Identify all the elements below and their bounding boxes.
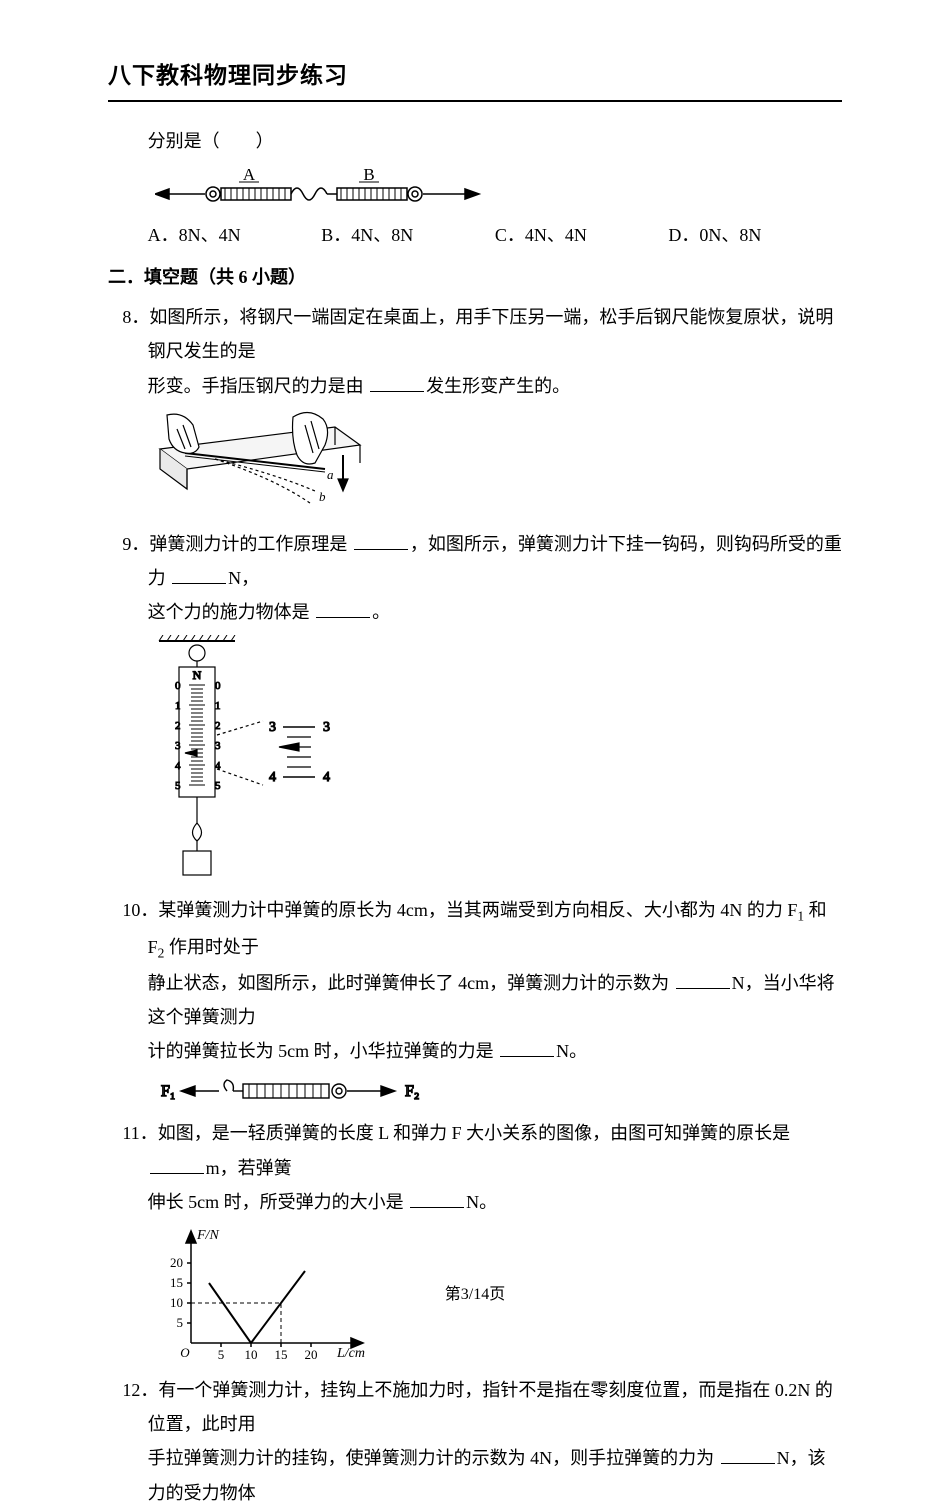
q7-line: 分别是（ ） [108, 124, 842, 158]
q9-text-a: 弹簧测力计的工作原理是 [149, 534, 352, 554]
q9-figure: N 0 0 1 1 2 2 3 3 4 4 5 5 [155, 635, 842, 885]
q7-options: A．8N、4N B．4N、8N C．4N、4N D．0N、8N [108, 218, 842, 252]
svg-text:20: 20 [170, 1255, 183, 1270]
svg-text:0: 0 [215, 680, 221, 692]
svg-text:b: b [319, 489, 326, 504]
svg-text:4: 4 [323, 770, 330, 785]
q10-text-c: 作用时处于 [164, 937, 259, 957]
svg-text:0: 0 [175, 680, 181, 692]
q11-num: 11． [122, 1123, 157, 1143]
svg-text:3: 3 [323, 720, 330, 735]
svg-text:20: 20 [304, 1347, 317, 1362]
q10-f2-label: F₂ [405, 1083, 419, 1100]
svg-text:5: 5 [218, 1347, 225, 1362]
q8-line1: 8．如图所示，将钢尺一端固定在桌面上，用手下压另一端，松手后钢尺能恢复原状，说明… [108, 300, 842, 368]
question-7-tail: 分别是（ ） [108, 124, 842, 252]
question-11: 11．如图，是一轻质弹簧的长度 L 和弹力 F 大小关系的图像，由图可知弹簧的原… [108, 1116, 842, 1365]
q9-line2: 这个力的施力物体是 。 [108, 595, 842, 629]
q12-num: 12． [122, 1380, 158, 1400]
q8-text-a: 如图所示，将钢尺一端固定在桌面上，用手下压另一端，松手后钢尺能恢复原状，说明钢尺… [148, 307, 834, 361]
blank-q9-1 [354, 532, 408, 550]
svg-text:2: 2 [215, 720, 221, 732]
svg-text:a: a [327, 467, 334, 482]
svg-text:10: 10 [244, 1347, 257, 1362]
svg-text:2: 2 [175, 720, 181, 732]
q8-num: 8． [122, 307, 149, 327]
q9-num: 9． [122, 534, 149, 554]
svg-text:5: 5 [175, 780, 181, 792]
blank-q8 [370, 374, 424, 392]
q11-line2: 伸长 5cm 时，所受弹力的大小是 N。 [108, 1185, 842, 1219]
q7-label-a: A [243, 165, 256, 184]
page-header: 八下教科物理同步练习 [108, 54, 842, 102]
page-footer: 第3/14页 [0, 1280, 950, 1310]
svg-text:O: O [180, 1345, 190, 1360]
svg-text:5: 5 [176, 1315, 183, 1330]
q7-option-b: B．4N、8N [321, 218, 495, 252]
q9-text-e: 。 [372, 602, 390, 622]
question-8: 8．如图所示，将钢尺一端固定在桌面上，用手下压另一端，松手后钢尺能恢复原状，说明… [108, 300, 842, 519]
blank-q10-1 [676, 971, 730, 989]
q10-line2: 静止状态，如图所示，此时弹簧伸长了 4cm，弹簧测力计的示数为 N，当小华将这个… [108, 966, 842, 1034]
q11-text-c: 伸长 5cm 时，所受弹力的大小是 [148, 1192, 409, 1212]
q11-line1: 11．如图，是一轻质弹簧的长度 L 和弹力 F 大小关系的图像，由图可知弹簧的原… [108, 1116, 842, 1184]
q7-option-d: D．0N、8N [668, 218, 842, 252]
section-2-title: 二．填空题（共 6 小题） [108, 260, 842, 294]
q12-text-a: 有一个弹簧测力计，挂钩上不施加力时，指针不是指在零刻度位置，而是指在 0.2N … [148, 1380, 833, 1434]
question-12: 12．有一个弹簧测力计，挂钩上不施加力时，指针不是指在零刻度位置，而是指在 0.… [108, 1373, 842, 1510]
q10-figure: F₁ [155, 1074, 842, 1108]
blank-q11-1 [150, 1156, 204, 1174]
svg-text:3: 3 [269, 720, 276, 735]
q8-figure: a b [155, 409, 842, 519]
q9-text-d: 这个力的施力物体是 [148, 602, 315, 622]
q8-text-b: 形变。手指压钢尺的力是由 [148, 376, 369, 396]
q10-line1: 10．某弹簧测力计中弹簧的原长为 4cm，当其两端受到方向相反、大小都为 4N … [108, 893, 842, 965]
q10-line3: 计的弹簧拉长为 5cm 时，小华拉弹簧的力是 N。 [108, 1034, 842, 1068]
svg-text:5: 5 [215, 780, 221, 792]
q7-label-b: B [363, 165, 374, 184]
svg-text:1: 1 [215, 700, 221, 712]
q11-text-d: N。 [466, 1192, 497, 1212]
svg-text:3: 3 [215, 740, 221, 752]
q9-line1: 9．弹簧测力计的工作原理是 ，如图所示，弹簧测力计下挂一钩码，则钩码所受的重力 … [108, 527, 842, 595]
q12-line2: 手拉弹簧测力计的挂钩，使弹簧测力计的示数为 4N，则手拉弹簧的力为 N，该力的受… [108, 1441, 842, 1509]
q9-text-c: N， [228, 568, 259, 588]
q10-f1-label: F₁ [161, 1083, 175, 1100]
svg-text:F/N: F/N [196, 1228, 219, 1243]
q12-text-b: 手拉弹簧测力计的挂钩，使弹簧测力计的示数为 4N，则手拉弹簧的力为 [148, 1448, 719, 1468]
q8-line2: 形变。手指压钢尺的力是由 发生形变产生的。 [108, 369, 842, 403]
q10-text-a: 某弹簧测力计中弹簧的原长为 4cm，当其两端受到方向相反、大小都为 4N 的力 … [158, 900, 797, 920]
blank-q9-2 [172, 566, 226, 584]
svg-text:15: 15 [274, 1347, 287, 1362]
svg-text:4: 4 [175, 760, 181, 772]
svg-text:N: N [192, 668, 201, 682]
q10-text-d: 静止状态，如图所示，此时弹簧伸长了 4cm，弹簧测力计的示数为 [148, 973, 674, 993]
q10-text-g: N。 [556, 1041, 587, 1061]
q8-text-c: 发生形变产生的。 [426, 376, 570, 396]
q12-line1: 12．有一个弹簧测力计，挂钩上不施加力时，指针不是指在零刻度位置，而是指在 0.… [108, 1373, 842, 1441]
q7-option-c: C．4N、4N [495, 218, 669, 252]
blank-q10-2 [500, 1039, 554, 1057]
blank-q11-2 [410, 1190, 464, 1208]
page-title: 八下教科物理同步练习 [108, 54, 842, 98]
q7-figure: A B [155, 164, 842, 210]
svg-text:L/cm: L/cm [336, 1346, 365, 1361]
q7-option-a: A．8N、4N [148, 218, 322, 252]
question-9: 9．弹簧测力计的工作原理是 ，如图所示，弹簧测力计下挂一钩码，则钩码所受的重力 … [108, 527, 842, 886]
svg-text:3: 3 [175, 740, 181, 752]
svg-text:4: 4 [215, 760, 221, 772]
blank-q9-3 [316, 600, 370, 618]
svg-text:1: 1 [175, 700, 181, 712]
q10-text-f: 计的弹簧拉长为 5cm 时，小华拉弹簧的力是 [148, 1041, 499, 1061]
q11-text-a: 如图，是一轻质弹簧的长度 L 和弹力 F 大小关系的图像，由图可知弹簧的原长是 [158, 1123, 790, 1143]
q10-num: 10． [122, 900, 158, 920]
svg-text:4: 4 [269, 770, 276, 785]
q11-text-b: m，若弹簧 [206, 1158, 292, 1178]
blank-q12-1 [721, 1446, 775, 1464]
question-10: 10．某弹簧测力计中弹簧的原长为 4cm，当其两端受到方向相反、大小都为 4N … [108, 893, 842, 1108]
